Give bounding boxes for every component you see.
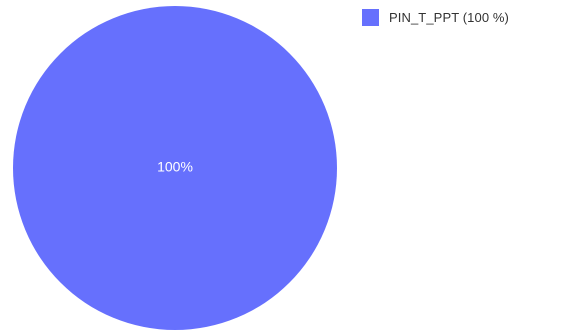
slice-label-pin-t-ppt: 100%	[157, 159, 193, 175]
pie-slice-pin-t-ppt[interactable]	[13, 6, 337, 330]
legend: PIN_T_PPT (100 %)	[362, 9, 509, 26]
legend-label-pin-t-ppt[interactable]: PIN_T_PPT (100 %)	[389, 10, 509, 25]
legend-swatch-pin-t-ppt	[362, 9, 379, 26]
